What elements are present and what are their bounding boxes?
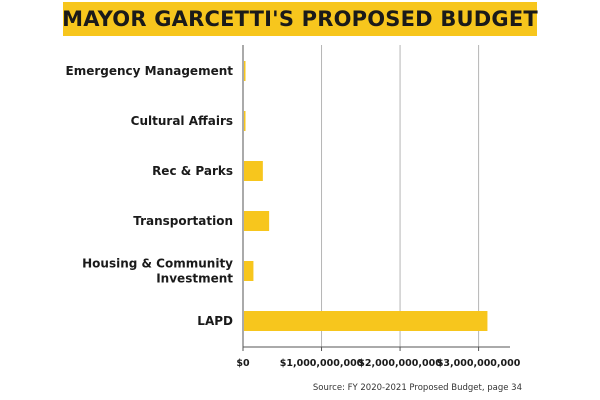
category-label: Cultural Affairs bbox=[131, 114, 233, 128]
bar bbox=[244, 211, 270, 231]
source-note: Source: FY 2020-2021 Proposed Budget, pa… bbox=[312, 383, 522, 393]
category-label: Investment bbox=[156, 272, 233, 286]
x-tick-label: $0 bbox=[236, 358, 250, 369]
category-label: Housing & Community bbox=[82, 257, 233, 271]
bar bbox=[244, 311, 488, 331]
x-tick-label: $2,000,000,000 bbox=[358, 358, 442, 369]
bar bbox=[244, 261, 254, 281]
bar bbox=[244, 161, 263, 181]
category-label: Rec & Parks bbox=[152, 164, 233, 178]
category-label: LAPD bbox=[197, 314, 233, 328]
x-tick-label: $3,000,000,000 bbox=[437, 358, 521, 369]
chart-title: MAYOR GARCETTI'S PROPOSED BUDGET bbox=[62, 7, 538, 31]
x-tick-label: $1,000,000,000 bbox=[280, 358, 364, 369]
bar bbox=[244, 111, 246, 131]
category-label: Emergency Management bbox=[66, 64, 234, 78]
category-label: Transportation bbox=[133, 214, 233, 228]
title-banner: MAYOR GARCETTI'S PROPOSED BUDGET bbox=[62, 2, 538, 36]
bar bbox=[244, 61, 246, 81]
